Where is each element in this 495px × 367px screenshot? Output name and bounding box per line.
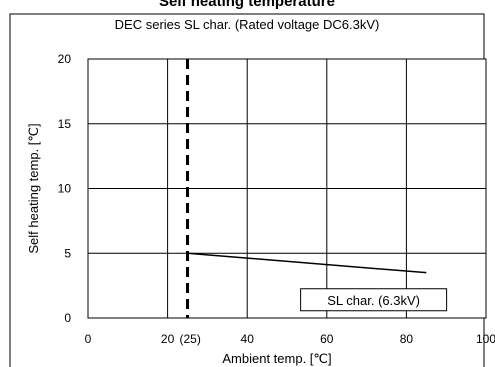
x-tick-label: 80 bbox=[400, 332, 414, 346]
x-tick-label: 0 bbox=[85, 332, 92, 346]
x-tick-labels: 0 20 40 60 80 100 bbox=[85, 332, 495, 346]
x-tick-label: 40 bbox=[241, 332, 255, 346]
chart-title: DEC series SL char. (Rated voltage DC6.3… bbox=[115, 17, 380, 32]
y-tick-label: 0 bbox=[64, 311, 71, 325]
y-axis-label: Self heating temp. [℃] bbox=[26, 123, 41, 253]
top-caption: Self heating temperature bbox=[159, 0, 335, 10]
x-tick-label: 20 bbox=[161, 332, 175, 346]
x-axis-label: Ambient temp. [℃] bbox=[222, 351, 331, 366]
y-tick-label: 10 bbox=[58, 182, 72, 196]
x-tick-label: 100 bbox=[476, 332, 495, 346]
y-tick-label: 15 bbox=[58, 117, 72, 131]
series-labels: SL char. (6.3kV) bbox=[300, 288, 448, 312]
y-tick-labels: 0 5 10 15 20 bbox=[58, 52, 72, 325]
x-tick-label: 60 bbox=[320, 332, 334, 346]
y-tick-label: 5 bbox=[64, 246, 71, 260]
series-label: SL char. (6.3kV) bbox=[327, 293, 420, 308]
series-group bbox=[187, 252, 427, 274]
series-label-box bbox=[300, 288, 448, 312]
series-line bbox=[187, 252, 427, 274]
y-tick-label: 20 bbox=[58, 52, 72, 66]
grid bbox=[88, 59, 486, 318]
reference-line-label: (25) bbox=[180, 332, 201, 346]
